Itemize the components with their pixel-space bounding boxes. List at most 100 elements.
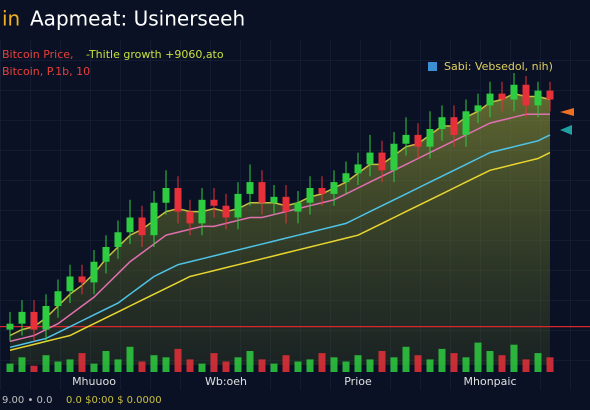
volume-bar: [474, 342, 482, 372]
candle-body: [234, 193, 242, 218]
candle-body: [18, 311, 26, 324]
volume-bar: [342, 361, 350, 372]
candle-body: [246, 182, 254, 194]
candle-body: [378, 152, 386, 171]
volume-bar: [498, 355, 506, 372]
volume-bar: [318, 353, 326, 372]
volume-bar: [450, 353, 458, 372]
volume-bar: [438, 348, 446, 372]
marker: [560, 125, 572, 135]
candle-body: [198, 199, 206, 224]
volume-bar: [294, 361, 302, 372]
volume-bar: [366, 359, 374, 372]
volume-bar: [150, 355, 158, 372]
candle-body: [546, 90, 554, 100]
volume-bar: [42, 355, 50, 372]
candle-body: [294, 202, 302, 212]
volume-bar: [402, 346, 410, 372]
candle-body: [390, 143, 398, 171]
marker: [560, 108, 574, 116]
moving-average: [9, 134, 551, 349]
volume-bar: [162, 357, 170, 372]
volume-bar: [222, 361, 230, 372]
candle-body: [474, 105, 482, 112]
subtitle: -Thitle growth +9060,ato: [86, 48, 224, 61]
footer: 0.0 $0:00 $ 0.0000: [66, 395, 162, 406]
volume-bar: [282, 355, 290, 372]
candle-body: [534, 90, 542, 106]
candle-body: [126, 217, 134, 233]
title-prefix: in: [2, 7, 20, 31]
candle-body: [210, 199, 218, 206]
candle-body: [42, 306, 50, 330]
candle-body: [366, 152, 374, 165]
volume-bar: [270, 363, 278, 372]
candle-body: [270, 196, 278, 203]
candle-body: [354, 164, 362, 174]
candle-body: [306, 188, 314, 203]
volume-bar: [390, 357, 398, 372]
volume-bar: [378, 351, 386, 372]
candle-body: [402, 134, 410, 144]
volume-bar: [174, 348, 182, 372]
volume-bar: [522, 359, 530, 372]
moving-average: [9, 92, 551, 337]
volume-bar: [66, 359, 74, 372]
candle-body: [426, 129, 434, 147]
candle-body: [186, 211, 194, 224]
volume-bar: [186, 359, 194, 372]
candle-body: [162, 188, 170, 203]
volume-bar: [258, 359, 266, 372]
legend-swatch: [428, 62, 437, 71]
x-tick-label: Wb:oeh: [205, 375, 247, 388]
volume-bar: [486, 351, 494, 372]
candle-body: [54, 291, 62, 306]
legend-text: Sabi: Vebsedol, nih): [444, 60, 553, 73]
volume-bar: [138, 361, 146, 372]
candle-body: [318, 188, 326, 194]
candle-body: [282, 196, 290, 212]
volume-bar: [546, 357, 554, 372]
candle-body: [438, 117, 446, 129]
volume-bar: [462, 357, 470, 372]
candle-body: [102, 247, 110, 262]
volume-bar: [534, 353, 542, 372]
subtitle: Bitcoin Price,: [2, 48, 74, 61]
volume-bar: [426, 359, 434, 372]
volume-bar: [102, 351, 110, 372]
candle-body: [90, 261, 98, 283]
volume-bar: [510, 344, 518, 372]
candle-body: [66, 276, 74, 292]
moving-average: [9, 113, 550, 343]
candle-body: [498, 93, 506, 100]
candle-body: [510, 84, 518, 100]
candle-body: [462, 111, 470, 135]
candle-body: [150, 202, 158, 236]
x-tick-label: Prioe: [344, 375, 372, 388]
volume-bar: [54, 361, 62, 372]
x-tick-label: Mhuuoo: [72, 375, 116, 388]
candle-body: [6, 323, 14, 330]
candle-body: [174, 188, 182, 212]
candle-body: [222, 205, 230, 218]
volume-bar: [198, 363, 206, 372]
volume-bar: [330, 357, 338, 372]
volume-bar: [234, 357, 242, 372]
candle-body: [342, 173, 350, 183]
candle-body: [114, 232, 122, 247]
subtitle: Bitcoin, P.1b, 10: [2, 65, 90, 78]
volume-bar: [6, 363, 14, 372]
volume-bar: [126, 346, 134, 372]
volume-bar: [306, 359, 314, 372]
volume-bar: [114, 359, 122, 372]
x-tick-label: Mhonpaic: [464, 375, 517, 388]
candle-body: [486, 93, 494, 106]
candle-body: [138, 217, 146, 236]
candle-body: [414, 134, 422, 147]
area: [10, 93, 550, 365]
candle-body: [330, 182, 338, 194]
candle-body: [522, 84, 530, 106]
volume-bar: [78, 353, 86, 372]
candle-body: [258, 182, 266, 203]
